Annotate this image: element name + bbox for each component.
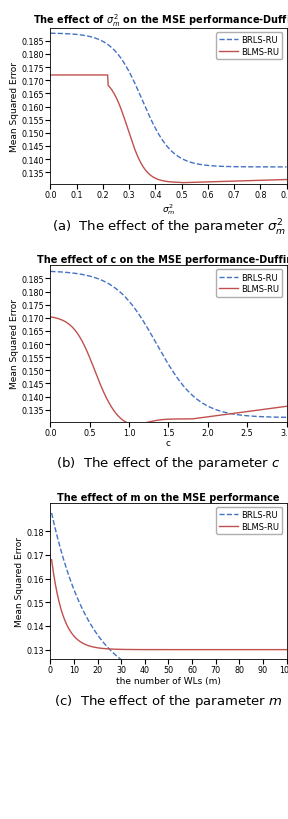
Title: The effect of $\sigma_m^2$ on the MSE performance-Duffing: The effect of $\sigma_m^2$ on the MSE pe…: [33, 12, 288, 29]
BLMS-RU: [190, 414, 193, 424]
BRLS-RU: [242, 684, 246, 694]
BLMS-RU: [190, 179, 193, 188]
BRLS-RU: [189, 390, 193, 400]
X-axis label: the number of WLs (m): the number of WLs (m): [116, 676, 221, 685]
BRLS-RU: [177, 375, 180, 385]
Line: BRLS-RU: BRLS-RU: [50, 272, 287, 418]
BLMS-RU: [243, 177, 246, 187]
BLMS-RU: [180, 179, 184, 188]
BLMS-RU: [190, 645, 193, 654]
BRLS-RU: [49, 267, 52, 277]
Line: BRLS-RU: BRLS-RU: [50, 34, 287, 168]
BLMS-RU: [280, 403, 283, 413]
BLMS-RU: [49, 71, 52, 81]
BLMS-RU: [133, 420, 137, 430]
BLMS-RU: [162, 645, 165, 654]
Y-axis label: Mean Squared Error: Mean Squared Error: [10, 299, 19, 389]
BLMS-RU: [285, 175, 288, 185]
BRLS-RU: [242, 411, 246, 421]
Title: The effect of m on the MSE performance: The effect of m on the MSE performance: [57, 492, 280, 502]
Line: BLMS-RU: BLMS-RU: [52, 560, 287, 649]
BRLS-RU: [162, 675, 165, 685]
BRLS-RU: [189, 158, 193, 168]
BRLS-RU: [50, 509, 53, 518]
Y-axis label: Mean Squared Error: Mean Squared Error: [10, 61, 19, 152]
X-axis label: $\sigma_m^2$: $\sigma_m^2$: [162, 201, 175, 216]
BLMS-RU: [177, 414, 180, 424]
Text: (b)  The effect of the parameter $c$: (b) The effect of the parameter $c$: [56, 455, 281, 472]
Line: BRLS-RU: BRLS-RU: [52, 514, 287, 690]
Legend: BRLS-RU, BLMS-RU: BRLS-RU, BLMS-RU: [216, 33, 283, 60]
Line: BLMS-RU: BLMS-RU: [50, 76, 287, 183]
BLMS-RU: [177, 179, 180, 188]
Line: BLMS-RU: BLMS-RU: [50, 318, 287, 425]
Text: (c)  The effect of the parameter $m$: (c) The effect of the parameter $m$: [54, 692, 283, 709]
BRLS-RU: [285, 163, 288, 173]
BLMS-RU: [163, 415, 166, 425]
BRLS-RU: [285, 413, 288, 423]
BRLS-RU: [163, 675, 166, 685]
BLMS-RU: [50, 555, 53, 565]
BRLS-RU: [162, 138, 166, 148]
BLMS-RU: [242, 645, 246, 654]
BLMS-RU: [163, 645, 166, 654]
BLMS-RU: [280, 175, 283, 185]
BRLS-RU: [279, 163, 283, 173]
BRLS-RU: [285, 685, 288, 695]
BRLS-RU: [161, 350, 164, 360]
BRLS-RU: [242, 163, 246, 173]
BLMS-RU: [177, 645, 181, 654]
Legend: BRLS-RU, BLMS-RU: BRLS-RU, BLMS-RU: [216, 507, 283, 535]
BLMS-RU: [161, 415, 165, 425]
BRLS-RU: [161, 136, 164, 146]
BLMS-RU: [49, 313, 52, 323]
X-axis label: c: c: [166, 439, 171, 448]
BRLS-RU: [162, 352, 166, 362]
Text: (a)  The effect of the parameter $\sigma_m^2$: (a) The effect of the parameter $\sigma_…: [52, 218, 285, 238]
BRLS-RU: [49, 29, 52, 39]
BRLS-RU: [177, 152, 180, 162]
Title: The effect of c on the MSE performance-Duffing: The effect of c on the MSE performance-D…: [37, 256, 288, 265]
BRLS-RU: [279, 685, 283, 695]
BLMS-RU: [243, 408, 246, 418]
BLMS-RU: [162, 177, 166, 187]
BRLS-RU: [279, 413, 283, 423]
BLMS-RU: [279, 645, 283, 654]
BLMS-RU: [161, 177, 164, 187]
BLMS-RU: [285, 645, 288, 654]
BRLS-RU: [190, 680, 193, 690]
Y-axis label: Mean Squared Error: Mean Squared Error: [15, 536, 24, 627]
BLMS-RU: [285, 402, 288, 412]
BRLS-RU: [177, 678, 181, 688]
Legend: BRLS-RU, BLMS-RU: BRLS-RU, BLMS-RU: [216, 270, 283, 297]
